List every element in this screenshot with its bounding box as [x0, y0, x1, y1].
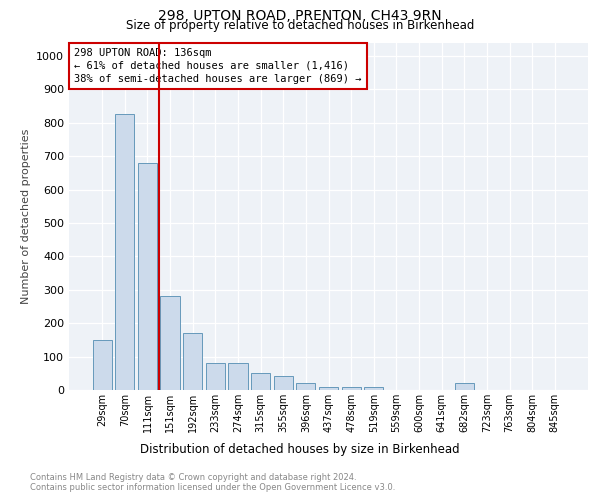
Bar — [319, 386, 338, 390]
Bar — [251, 374, 270, 390]
Bar — [115, 114, 134, 390]
Text: 298, UPTON ROAD, PRENTON, CH43 9RN: 298, UPTON ROAD, PRENTON, CH43 9RN — [158, 9, 442, 23]
Bar — [274, 376, 293, 390]
Bar — [92, 340, 112, 390]
Bar — [364, 386, 383, 390]
Bar — [138, 163, 157, 390]
Y-axis label: Number of detached properties: Number of detached properties — [20, 128, 31, 304]
Text: Size of property relative to detached houses in Birkenhead: Size of property relative to detached ho… — [126, 19, 474, 32]
Bar — [296, 382, 316, 390]
Bar — [206, 364, 225, 390]
Text: Distribution of detached houses by size in Birkenhead: Distribution of detached houses by size … — [140, 442, 460, 456]
Bar — [341, 386, 361, 390]
Bar — [160, 296, 180, 390]
Bar — [229, 364, 248, 390]
Bar — [183, 333, 202, 390]
Bar — [455, 384, 474, 390]
Text: 298 UPTON ROAD: 136sqm
← 61% of detached houses are smaller (1,416)
38% of semi-: 298 UPTON ROAD: 136sqm ← 61% of detached… — [74, 48, 362, 84]
Text: Contains HM Land Registry data © Crown copyright and database right 2024.: Contains HM Land Registry data © Crown c… — [30, 472, 356, 482]
Text: Contains public sector information licensed under the Open Government Licence v3: Contains public sector information licen… — [30, 483, 395, 492]
